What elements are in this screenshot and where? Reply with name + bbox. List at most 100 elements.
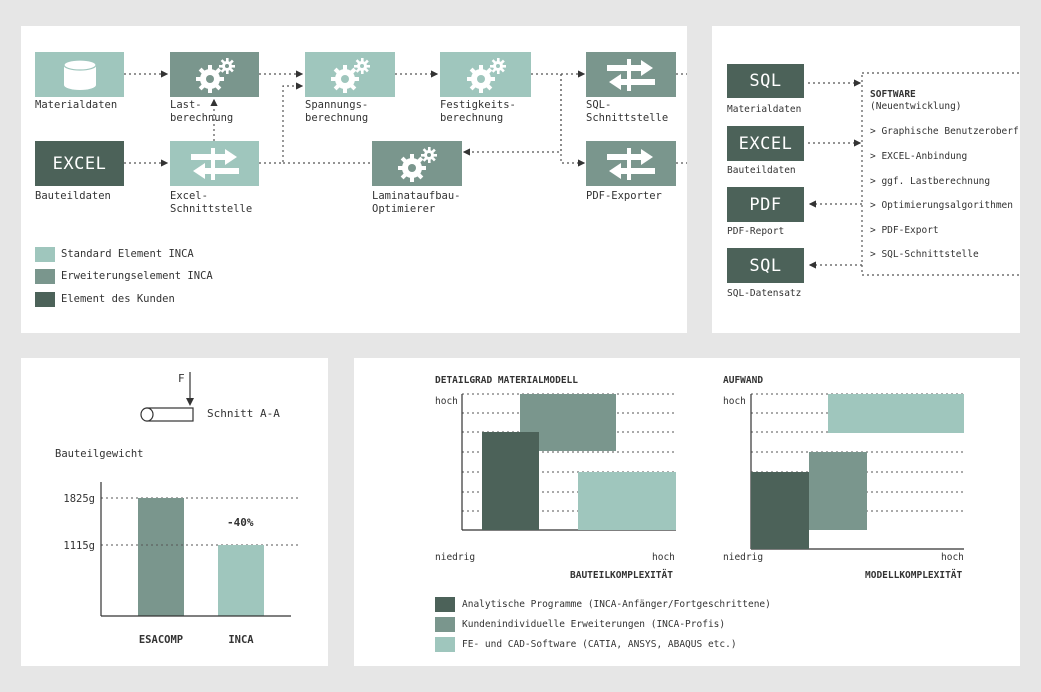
chart2-fe-bar	[828, 394, 964, 433]
software-item: > PDF-Export	[870, 225, 939, 236]
transfer-arrows-icon	[607, 147, 655, 180]
chart1-title: DETAILGRAD MATERIALMODELL	[435, 375, 578, 386]
section-label: Schnitt A-A	[207, 407, 280, 420]
laminataufbau-box	[372, 141, 462, 186]
sql-datensatz-box: SQL	[727, 248, 804, 283]
festigkeit-line1: Festigkeits-	[440, 99, 516, 111]
software-panel: SQL Materialdaten EXCEL Bauteildaten PDF…	[712, 26, 1020, 333]
excel-schnittstelle-box	[170, 141, 259, 186]
pdf-report-box: PDF	[727, 187, 804, 222]
pdf-report-label: PDF-Report	[727, 226, 785, 237]
excel-schnittstelle-label: Excel- Schnittstelle	[170, 190, 252, 216]
weight-bar-esacomp	[138, 498, 184, 616]
lastberechnung-label: Last- berechnung	[170, 99, 233, 125]
laminat-line2: Optimierer	[372, 203, 436, 215]
pdf-box-text: PDF	[749, 194, 782, 215]
complexity-panel: DETAILGRAD MATERIALMODELL AUFWAND hoch h…	[354, 358, 1020, 666]
chart2-title: AUFWAND	[723, 375, 764, 386]
chart1-fe-bar	[578, 472, 676, 530]
software-item: > Graphische Benutzeroberf	[870, 126, 1018, 137]
flow-panel: Materialdaten Last- berechnung	[21, 26, 687, 333]
legend-standard-swatch	[35, 247, 55, 262]
sql-datensatz-label: SQL-Datensatz	[727, 288, 802, 299]
weight-ylabel: Bauteilgewicht	[55, 448, 144, 460]
weight-category-label: ESACOMP	[139, 634, 183, 646]
software-title: SOFTWARE	[870, 89, 916, 100]
last-line1: Last-	[170, 99, 202, 111]
chart1-low: niedrig	[435, 552, 476, 563]
legend-customer-label: Element des Kunden	[61, 293, 175, 305]
sql-box-text: SQL	[749, 71, 782, 91]
excel-if-line1: Excel-	[170, 190, 208, 202]
sql2-box-text: SQL	[749, 255, 782, 276]
weight-value-label: 1115g	[63, 540, 95, 552]
pdf-exporter-label: PDF-Exporter	[586, 190, 662, 202]
festigkeitsberechnung-box	[440, 52, 531, 97]
excel-box-text: EXCEL	[738, 133, 793, 154]
laminat-line1: Laminataufbau-	[372, 190, 461, 202]
sql-line1: SQL-	[586, 99, 612, 111]
excel-box: EXCEL	[35, 141, 124, 186]
chart1-xlabel: BAUTEILKOMPLEXITÄT	[570, 570, 673, 581]
software-item: > Optimierungsalgorithmen	[870, 200, 1013, 211]
chart1-high-x: hoch	[652, 552, 675, 563]
legend-fe-swatch	[435, 637, 455, 652]
software-item: > SQL-Schnittstelle	[870, 249, 979, 260]
transfer-arrows-icon	[607, 58, 655, 91]
legend-extension-swatch	[35, 269, 55, 284]
chart2-high-x: hoch	[941, 552, 964, 563]
sql-line2: Schnittstelle	[586, 112, 669, 124]
weight-bar-inca	[218, 545, 264, 616]
weight-panel: F Schnitt A-A Bauteilgewicht 1825g ESACOM…	[21, 358, 328, 666]
excel-bauteildaten-box: EXCEL	[727, 126, 804, 161]
legend-standard-label: Standard Element INCA	[61, 248, 194, 260]
spannung-line2: berechnung	[305, 112, 369, 124]
sql-schnittstelle-label: SQL- Schnittstelle	[586, 99, 668, 125]
festigkeit-line2: berechnung	[440, 112, 504, 124]
sql-schnittstelle-box	[586, 52, 676, 97]
database-icon	[62, 58, 97, 90]
pdf-exporter-box	[586, 141, 676, 186]
beam-section-icon	[140, 372, 194, 422]
legend-custom-label: Kundenindividuelle Erweiterungen (INCA-P…	[462, 619, 726, 630]
spannungsberechnung-box	[305, 52, 395, 97]
legend-custom-swatch	[435, 617, 455, 632]
force-label: F	[178, 372, 185, 385]
gear-icon	[195, 57, 235, 93]
weight-chart: 1825g ESACOMP 1115g INCA	[63, 482, 301, 646]
transfer-arrows-icon	[190, 147, 239, 180]
chart2-xlabel: MODELLKOMPLEXITÄT	[865, 570, 963, 581]
spannungsberechnung-label: Spannungs- berechnung	[305, 99, 368, 125]
gear-icon	[398, 146, 437, 182]
complexity-charts	[461, 393, 964, 550]
sql-materialdaten-box: SQL	[727, 64, 804, 98]
chart2-analytic-bar	[751, 472, 809, 549]
festigkeitsberechnung-label: Festigkeits- berechnung	[440, 99, 516, 125]
gear-icon	[466, 57, 506, 93]
software-item: > ggf. Lastberechnung	[870, 176, 991, 187]
gear-icon	[331, 57, 370, 93]
chart1-high-y: hoch	[435, 396, 458, 407]
legend-extension-label: Erweiterungselement INCA	[61, 270, 213, 282]
flow-connectors	[124, 70, 687, 167]
excel-box-text: EXCEL	[52, 153, 107, 174]
legend-fe-label: FE- und CAD-Software (CATIA, ANSYS, ABAQ…	[462, 639, 737, 650]
chart2-low: niedrig	[723, 552, 764, 563]
software-features-list: > Graphische Benutzeroberf > EXCEL-Anbin…	[870, 125, 1018, 268]
software-connectors	[808, 72, 1020, 276]
bauteildaten-label: Bauteildaten	[35, 190, 111, 202]
materialdaten-box	[35, 52, 124, 97]
legend-analytic-label: Analytische Programme (INCA-Anfänger/For…	[462, 599, 771, 610]
weight-value-label: 1825g	[63, 493, 95, 505]
software-item: > EXCEL-Anbindung	[870, 151, 968, 162]
weight-category-label: INCA	[228, 634, 254, 646]
excel-if-line2: Schnittstelle	[170, 203, 253, 215]
chart2-high-y: hoch	[723, 396, 746, 407]
last-line2: berechnung	[170, 112, 234, 124]
excel-bauteildaten-label: Bauteildaten	[727, 165, 796, 176]
lastberechnung-box	[170, 52, 259, 97]
software-subtitle: (Neuentwicklung)	[870, 101, 962, 112]
laminataufbau-label: Laminataufbau- Optimierer	[372, 190, 461, 216]
materialdaten-label: Materialdaten	[35, 99, 118, 111]
sql-materialdaten-label: Materialdaten	[727, 104, 802, 115]
